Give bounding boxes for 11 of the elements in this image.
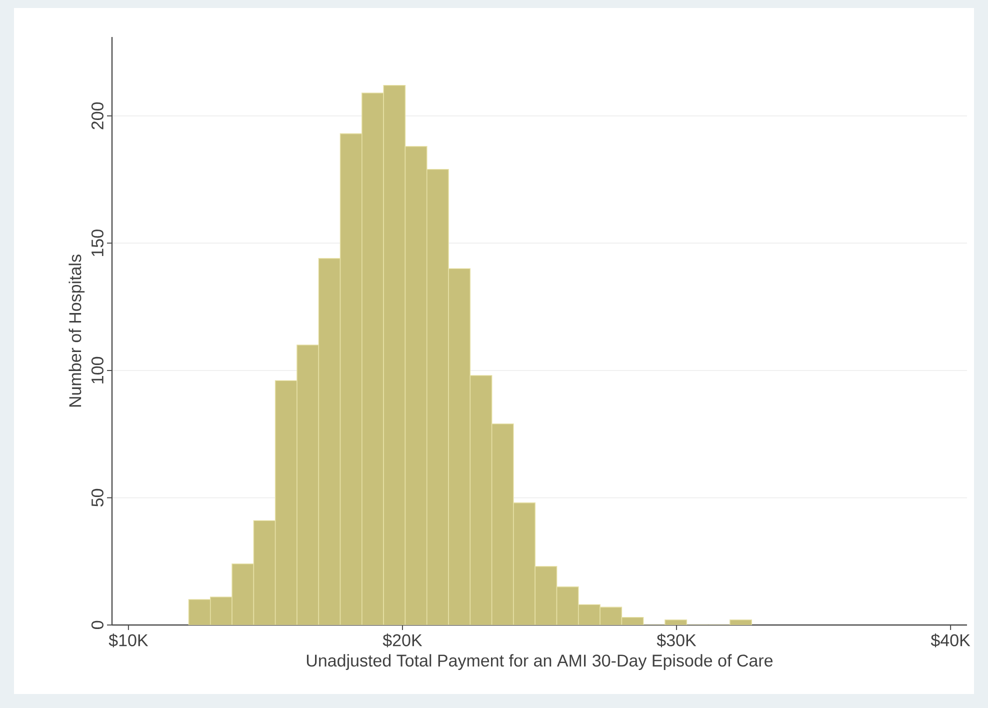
y-tick-label: 100 bbox=[91, 356, 104, 384]
x-tick-label: $20K bbox=[382, 634, 422, 648]
y-tick-label: 50 bbox=[91, 488, 104, 506]
y-tick-label: 0 bbox=[91, 620, 104, 630]
x-tick-label: $10K bbox=[108, 634, 148, 648]
y-axis-title: Number of Hospitals bbox=[68, 254, 85, 407]
x-axis-title: Unadjusted Total Payment for an AMI 30-Day Episode of Care bbox=[306, 654, 773, 670]
x-tick-label: $30K bbox=[656, 634, 696, 648]
y-tick-label: 200 bbox=[91, 102, 104, 130]
x-tick-label: $40K bbox=[930, 634, 970, 648]
y-tick-label: 150 bbox=[91, 230, 104, 256]
